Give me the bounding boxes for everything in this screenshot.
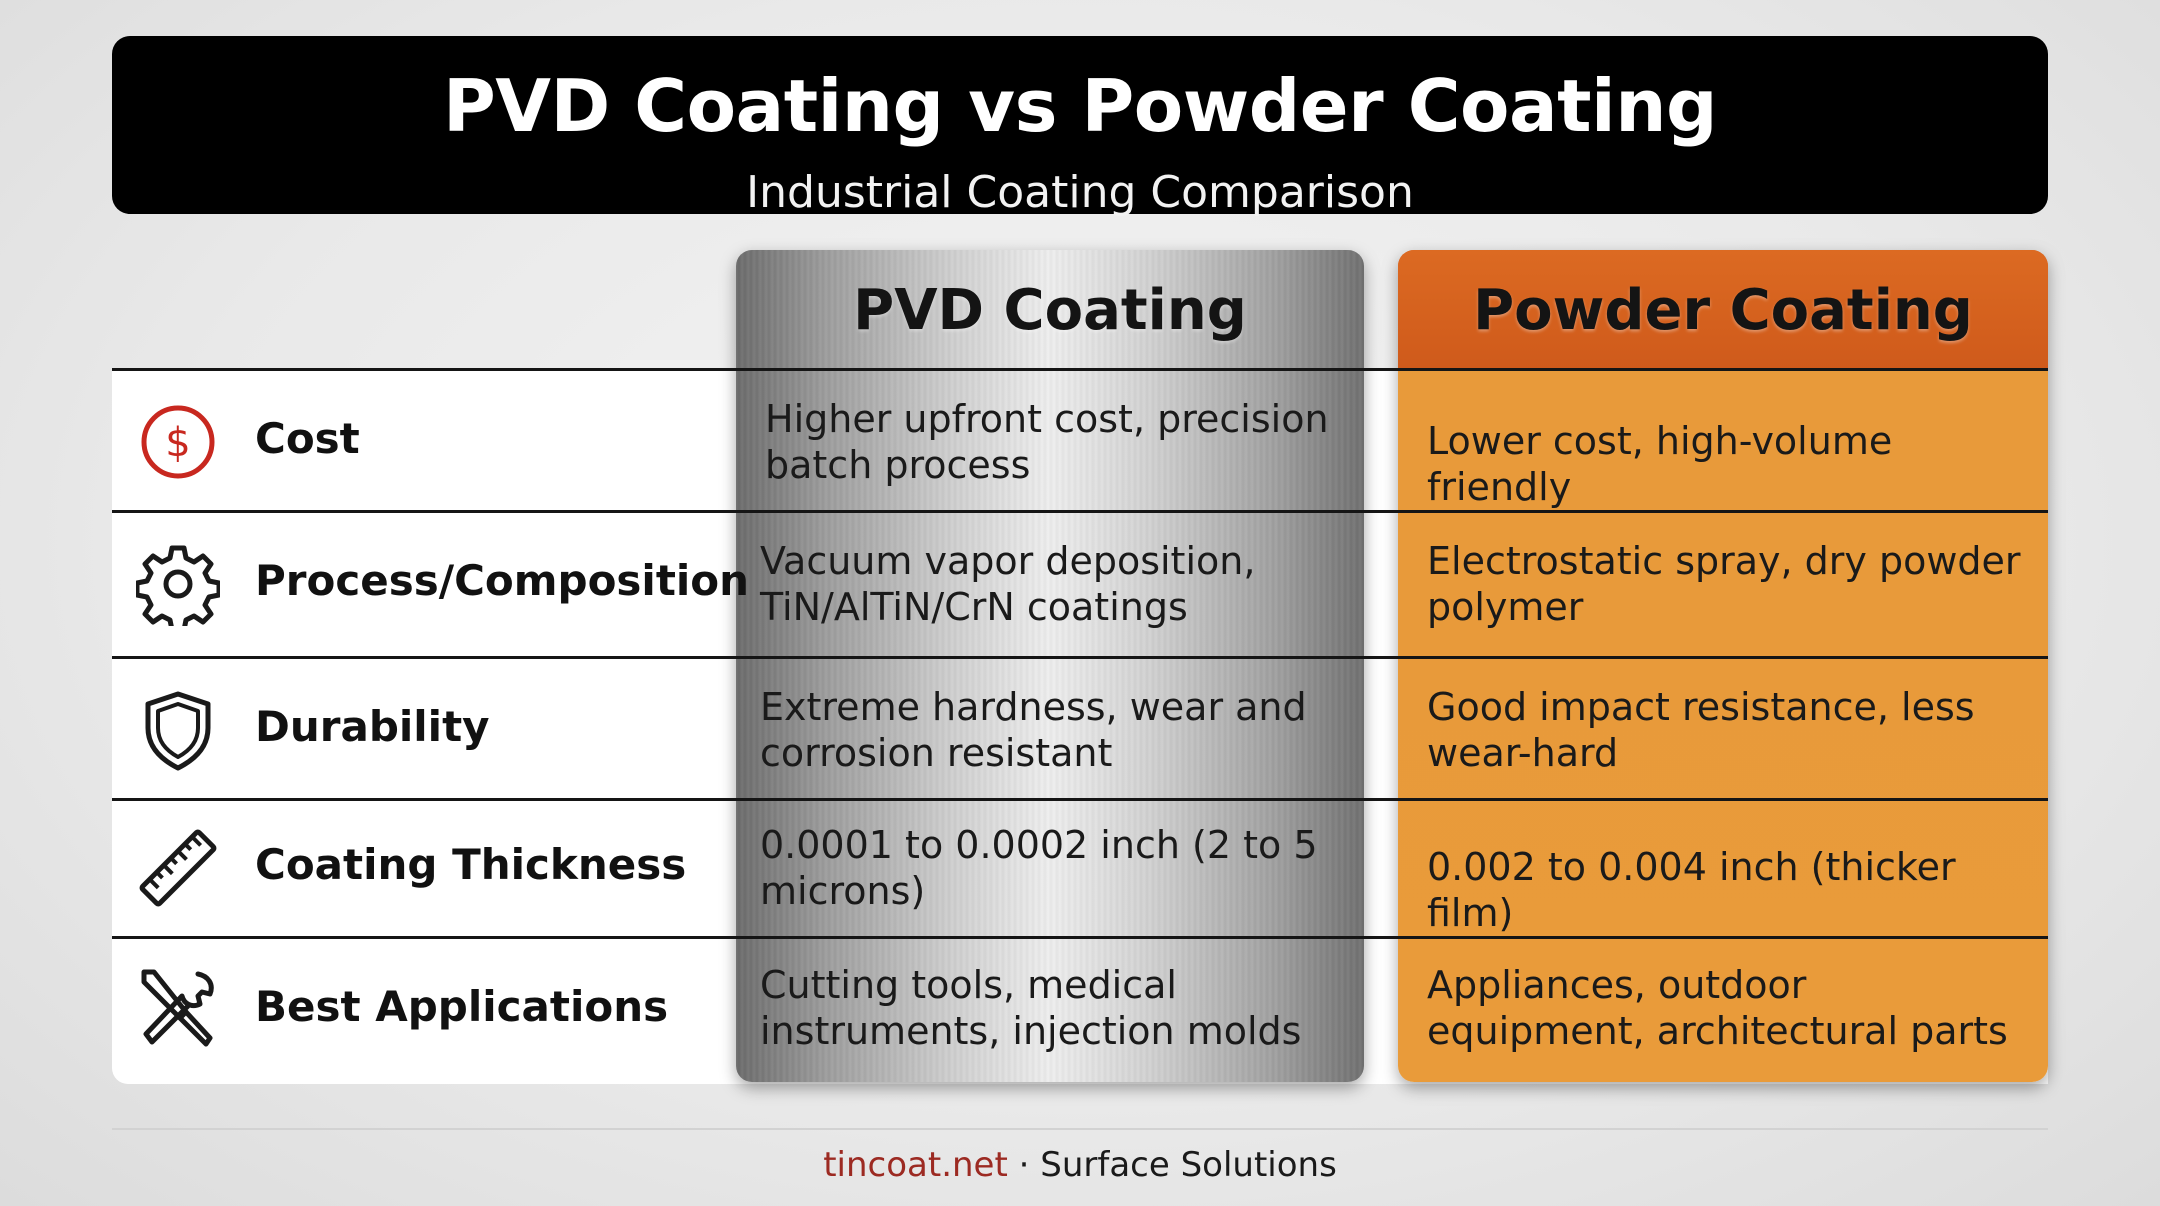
footer-separator: ·: [1007, 1145, 1041, 1185]
row-label-process: Process/Composition: [255, 556, 750, 605]
pvd-process-cell: Vacuum vapor deposition, TiN/AlTiN/CrN c…: [760, 539, 1256, 629]
gear-icon: [136, 545, 220, 626]
pvd-durability-cell: Extreme hardness, wear and corrosion res…: [760, 685, 1307, 775]
row-divider: [112, 656, 2048, 659]
row-label-durability: Durability: [255, 702, 490, 751]
pvd-column-header: PVD Coating: [853, 278, 1247, 343]
footer: tincoat.net · Surface Solutions: [0, 1143, 2160, 1187]
powder-applications-cell: Appliances, outdoor equipment, architect…: [1427, 963, 2008, 1053]
row-label-cost: Cost: [255, 414, 360, 463]
dollar-icon: $: [141, 405, 215, 479]
page-subtitle: Industrial Coating Comparison: [746, 167, 1414, 218]
row-label-applications: Best Applications: [255, 982, 669, 1031]
powder-process-cell: Electrostatic spray, dry powder polymer: [1427, 539, 2021, 629]
row-divider: [112, 798, 2048, 801]
pvd-cost-cell: Higher upfront cost, precision batch pro…: [765, 397, 1329, 487]
footer-divider: [112, 1128, 2048, 1130]
row-label-thickness: Coating Thickness: [255, 840, 687, 889]
powder-column: Powder Coating: [1398, 250, 2048, 1082]
powder-header-band: [1398, 250, 2048, 370]
powder-thickness-cell: 0.002 to 0.004 inch (thicker film): [1427, 845, 1956, 935]
pvd-thickness-cell: 0.0001 to 0.0002 inch (2 to 5 microns): [760, 823, 1318, 913]
title-banner: PVD Coating vs Powder Coating Industrial…: [112, 36, 2048, 218]
powder-cost-cell: Lower cost, high-volume friendly: [1427, 419, 1893, 509]
row-divider: [112, 936, 2048, 939]
shield-icon: [145, 691, 211, 771]
footer-tagline: Surface Solutions: [1040, 1145, 1337, 1185]
ruler-icon: [139, 829, 217, 907]
page-title: PVD Coating vs Powder Coating: [442, 64, 1718, 148]
pvd-applications-cell: Cutting tools, medical instruments, inje…: [760, 963, 1302, 1053]
footer-site-link[interactable]: tincoat.net: [823, 1145, 1008, 1185]
row-divider: [112, 368, 2048, 371]
powder-column-header: Powder Coating: [1473, 278, 1973, 343]
tools-icon: [141, 969, 214, 1047]
pvd-column: PVD Coating: [736, 250, 1364, 1082]
powder-durability-cell: Good impact resistance, less wear-hard: [1427, 685, 1975, 775]
svg-text:$: $: [165, 420, 190, 466]
row-divider: [112, 510, 2048, 513]
